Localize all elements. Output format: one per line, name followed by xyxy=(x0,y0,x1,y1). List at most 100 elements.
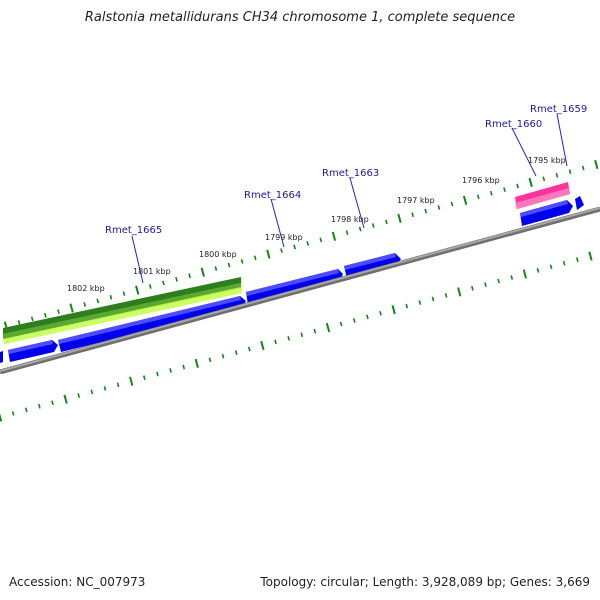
major-tick xyxy=(391,305,396,315)
minor-tick xyxy=(503,187,506,192)
major-tick xyxy=(260,340,265,351)
tick-label: 1796 kbp xyxy=(462,176,500,185)
major-tick xyxy=(594,159,599,170)
minor-tick xyxy=(371,223,375,228)
minor-tick xyxy=(208,357,212,363)
gene-label-rmet-1665[interactable]: Rmet_1665 xyxy=(105,225,162,236)
minor-tick xyxy=(352,318,356,323)
feature-green-band[interactable] xyxy=(3,277,242,344)
map-title: Ralstonia metallidurans CH34 chromosome … xyxy=(84,10,516,25)
major-tick xyxy=(331,231,337,241)
minor-tick xyxy=(156,371,159,377)
minor-tick xyxy=(162,280,165,286)
minor-tick xyxy=(143,375,146,380)
gene-label-rmet-1663[interactable]: Rmet_1663 xyxy=(322,168,379,179)
feature-pink-block[interactable] xyxy=(515,182,570,209)
minor-tick xyxy=(90,389,94,395)
minor-tick xyxy=(169,368,172,373)
inner-tick-row xyxy=(0,251,593,422)
major-tick xyxy=(266,249,271,259)
accession-label: Accession: NC_007973 xyxy=(9,575,146,589)
minor-tick xyxy=(188,273,191,279)
minor-tick xyxy=(240,259,244,264)
minor-tick xyxy=(148,284,152,289)
minor-tick xyxy=(437,205,441,210)
major-tick xyxy=(457,287,462,297)
minor-tick xyxy=(83,302,87,307)
minor-tick xyxy=(379,310,382,316)
minor-tick xyxy=(490,190,493,196)
gene-arrow[interactable] xyxy=(8,340,58,362)
minor-tick xyxy=(96,298,100,304)
tick-label: 1800 kbp xyxy=(199,250,237,259)
minor-tick xyxy=(103,386,107,391)
minor-tick xyxy=(116,382,120,388)
minor-tick xyxy=(300,332,304,338)
minor-tick xyxy=(418,300,422,305)
minor-tick xyxy=(405,303,409,309)
minor-tick xyxy=(576,257,579,262)
major-tick xyxy=(588,251,593,261)
major-tick xyxy=(522,269,527,279)
minor-tick xyxy=(109,294,113,300)
gene-label-rmet-1664[interactable]: Rmet_1664 xyxy=(244,190,301,201)
minor-tick xyxy=(30,316,34,322)
minor-tick xyxy=(424,208,428,214)
minor-tick xyxy=(175,276,178,282)
minor-tick xyxy=(444,293,448,298)
tick-label: 1802 kbp xyxy=(67,284,105,293)
minor-tick xyxy=(450,201,454,207)
gene-label-rmet-1659[interactable]: Rmet_1659 xyxy=(530,104,587,115)
minor-tick xyxy=(51,400,54,406)
minor-tick xyxy=(536,267,540,273)
gene-arrow[interactable] xyxy=(520,200,573,226)
minor-tick xyxy=(77,393,81,398)
minor-tick xyxy=(339,321,343,327)
major-tick xyxy=(397,213,402,223)
tick-label: 1799 kbp xyxy=(265,233,303,242)
gene-arrow[interactable] xyxy=(58,296,246,352)
tick-label: 1797 kbp xyxy=(397,196,435,205)
chromosome-backbone xyxy=(0,206,600,375)
minor-tick xyxy=(471,285,474,291)
genome-stats: Topology: circular; Length: 3,928,089 bp… xyxy=(260,575,590,589)
minor-tick xyxy=(366,314,369,320)
minor-tick xyxy=(274,339,277,345)
minor-tick xyxy=(516,183,519,189)
minor-tick xyxy=(293,244,296,250)
minor-tick xyxy=(280,248,283,253)
tick-label: 1801 kbp xyxy=(133,267,171,276)
minor-tick xyxy=(555,172,559,178)
major-tick xyxy=(462,195,468,205)
gene-label-leaders xyxy=(131,113,568,284)
minor-tick xyxy=(549,264,553,270)
minor-tick xyxy=(24,407,28,413)
minor-tick xyxy=(38,403,41,409)
gene-label-rmet-1660[interactable]: Rmet_1660 xyxy=(485,119,542,130)
minor-tick xyxy=(44,312,47,318)
major-tick xyxy=(194,358,199,368)
major-tick xyxy=(129,376,134,386)
minor-tick xyxy=(313,328,317,334)
minor-tick xyxy=(287,335,290,341)
major-tick xyxy=(325,322,331,333)
minor-tick xyxy=(581,165,585,171)
tick-label: 1795 kbp xyxy=(528,156,566,165)
minor-tick xyxy=(411,212,414,218)
major-tick xyxy=(0,413,3,422)
gene-arrow[interactable] xyxy=(0,351,3,363)
minor-tick xyxy=(227,262,231,268)
gene-arrow[interactable] xyxy=(575,196,584,210)
major-tick xyxy=(200,267,205,277)
minor-tick xyxy=(562,260,566,266)
minor-tick xyxy=(306,241,310,246)
minor-tick xyxy=(221,353,225,359)
minor-tick xyxy=(476,194,480,200)
minor-tick xyxy=(57,309,60,315)
tick-label: 1798 kbp xyxy=(331,215,369,224)
minor-tick xyxy=(234,350,238,355)
minor-tick xyxy=(319,237,323,243)
major-tick xyxy=(63,394,68,404)
major-tick xyxy=(69,303,74,313)
